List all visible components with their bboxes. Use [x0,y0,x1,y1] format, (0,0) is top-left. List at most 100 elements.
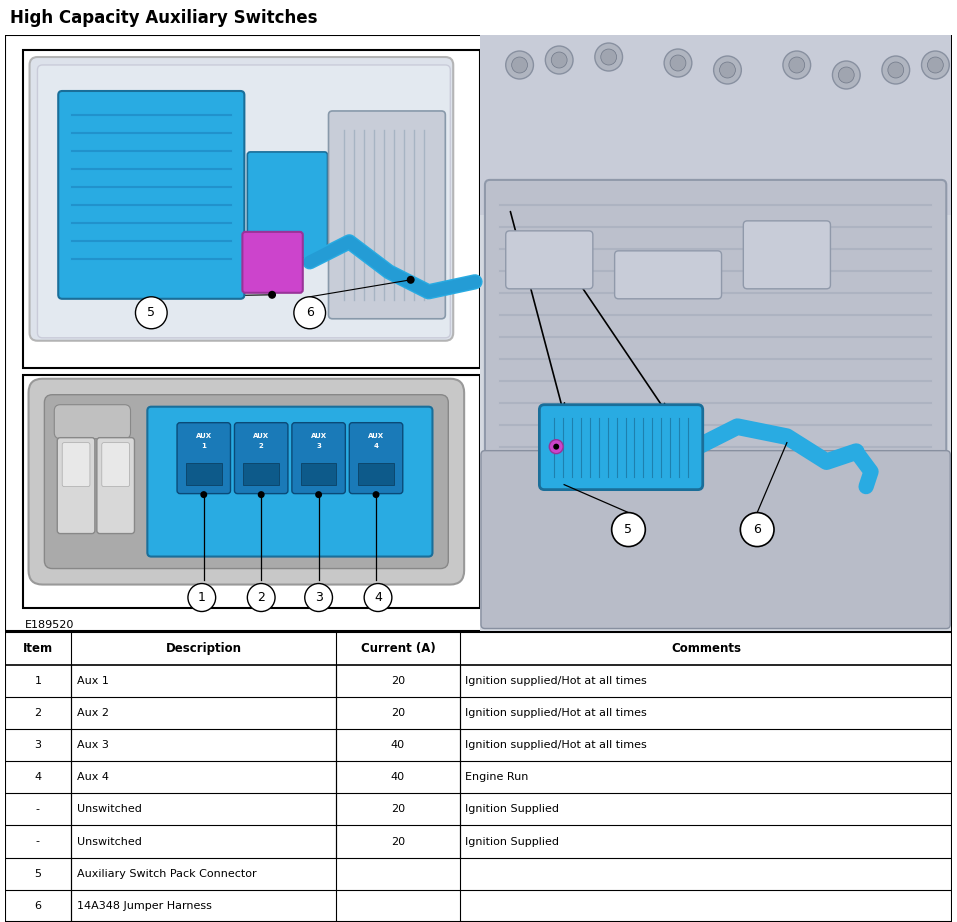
Circle shape [268,290,276,299]
Circle shape [922,51,949,79]
FancyBboxPatch shape [540,405,702,490]
Text: 5: 5 [625,523,633,536]
FancyBboxPatch shape [614,251,722,299]
Text: 1: 1 [201,443,206,449]
FancyBboxPatch shape [55,405,130,439]
Bar [23,50,480,368]
Bar [300,463,337,485]
Text: Ignition Supplied: Ignition Supplied [465,836,559,846]
Text: 1: 1 [198,591,206,604]
Circle shape [200,491,208,498]
Circle shape [512,57,527,73]
Bar [358,463,394,485]
Text: Aux 2: Aux 2 [77,708,109,718]
Bar [23,374,480,608]
Bar [480,35,951,215]
Text: Aux 4: Aux 4 [77,773,109,782]
Circle shape [838,67,855,83]
Text: Item: Item [23,642,53,655]
Text: 6: 6 [34,901,41,911]
Bar [480,35,951,632]
FancyBboxPatch shape [247,152,327,258]
Text: 14A348 Jumper Harness: 14A348 Jumper Harness [77,901,211,911]
FancyBboxPatch shape [30,57,454,341]
Text: Aux 1: Aux 1 [77,676,109,686]
Text: Description: Description [166,642,242,655]
Circle shape [670,55,686,71]
FancyBboxPatch shape [481,451,950,629]
FancyBboxPatch shape [62,443,90,487]
Text: 3: 3 [315,591,323,604]
Circle shape [315,491,323,498]
Circle shape [365,584,391,611]
Circle shape [714,56,742,84]
Text: 40: 40 [390,740,405,751]
Circle shape [664,49,692,77]
Circle shape [888,62,903,78]
Circle shape [257,491,265,498]
Bar [186,463,222,485]
FancyBboxPatch shape [57,438,95,534]
FancyBboxPatch shape [147,407,433,557]
Text: AUX: AUX [254,432,269,439]
Text: 20: 20 [390,676,405,686]
FancyBboxPatch shape [505,230,592,289]
FancyBboxPatch shape [97,438,135,534]
Circle shape [741,513,774,547]
Circle shape [549,440,563,454]
Text: Auxiliary Switch Pack Connector: Auxiliary Switch Pack Connector [77,869,256,879]
FancyBboxPatch shape [292,422,345,493]
Circle shape [789,57,805,73]
Bar [243,463,279,485]
Text: AUX: AUX [196,432,211,439]
Text: -: - [36,836,40,846]
Circle shape [304,584,332,611]
Text: 2: 2 [258,443,263,449]
Circle shape [601,49,616,65]
FancyBboxPatch shape [177,422,231,493]
Text: Ignition Supplied: Ignition Supplied [465,804,559,814]
Text: 6: 6 [753,523,761,536]
FancyBboxPatch shape [485,180,946,469]
Circle shape [551,52,568,68]
FancyBboxPatch shape [349,422,403,493]
Text: 4: 4 [374,591,382,604]
Circle shape [505,51,533,79]
Text: Comments: Comments [671,642,741,655]
Text: 6: 6 [306,306,314,319]
Text: Engine Run: Engine Run [465,773,528,782]
Circle shape [882,56,910,84]
FancyBboxPatch shape [44,395,448,569]
Circle shape [407,276,414,284]
Text: 2: 2 [257,591,265,604]
Text: AUX: AUX [311,432,326,439]
Text: Ignition supplied/Hot at all times: Ignition supplied/Hot at all times [465,708,647,718]
FancyBboxPatch shape [242,231,302,293]
FancyBboxPatch shape [58,91,244,299]
Circle shape [927,57,944,73]
FancyBboxPatch shape [234,422,288,493]
Text: 3: 3 [34,740,41,751]
Text: Ignition supplied/Hot at all times: Ignition supplied/Hot at all times [465,676,647,686]
Text: 20: 20 [390,708,405,718]
Circle shape [136,297,167,329]
FancyBboxPatch shape [101,443,129,487]
Text: High Capacity Auxiliary Switches: High Capacity Auxiliary Switches [10,8,317,27]
Text: Current (A): Current (A) [361,642,435,655]
Circle shape [783,51,811,79]
FancyBboxPatch shape [29,379,464,585]
Text: -: - [36,804,40,814]
Text: Ignition supplied/Hot at all times: Ignition supplied/Hot at all times [465,740,647,751]
Text: 1: 1 [34,676,41,686]
Text: 20: 20 [390,836,405,846]
Text: Unswitched: Unswitched [77,836,142,846]
Text: Aux 3: Aux 3 [77,740,109,751]
FancyBboxPatch shape [37,65,451,337]
Circle shape [833,61,860,89]
Text: 4: 4 [373,443,379,449]
Circle shape [545,46,573,74]
Circle shape [372,491,380,498]
Circle shape [247,584,275,611]
Text: AUX: AUX [368,432,384,439]
Text: 40: 40 [390,773,405,782]
